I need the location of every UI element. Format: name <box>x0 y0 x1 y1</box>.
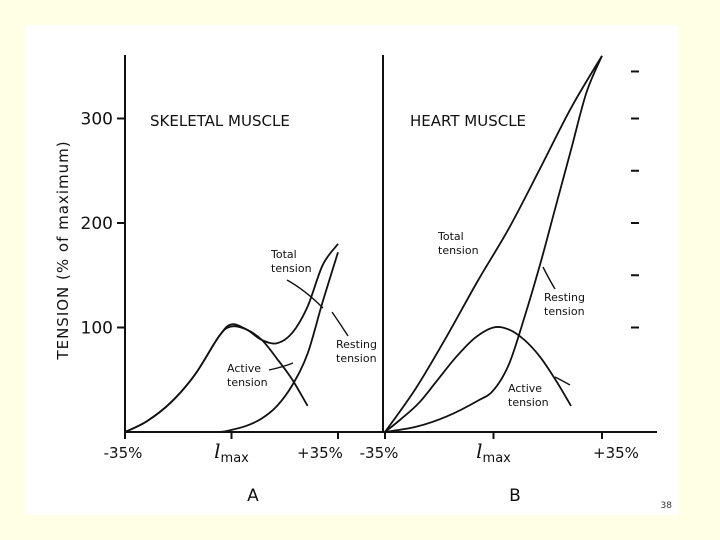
arrow-a-resting <box>331 311 349 337</box>
arrow-a-active <box>268 362 294 371</box>
panel-b-letter: B <box>509 486 521 506</box>
label-a-resting-tension: Resting tension <box>336 338 377 365</box>
figure: TENSION (% of maximum) SKELETAL MUSCLE H… <box>25 25 678 515</box>
arrow-b-active <box>554 376 571 386</box>
x-tick-label-a-2: +35% <box>297 444 343 462</box>
label-a-total-tension: Total tension <box>270 248 312 275</box>
y-tick-label-100: 100 <box>81 319 113 339</box>
label-b-resting-tension: Resting tension <box>544 291 585 318</box>
panel-b-title: HEART MUSCLE <box>410 112 526 130</box>
y-axis-title: TENSION (% of maximum) <box>54 140 72 360</box>
page-number: 38 <box>660 501 672 511</box>
label-a-active-tension: Active tension <box>227 362 268 389</box>
series-b-total-tension <box>384 55 603 433</box>
series-b-resting-tension <box>384 55 603 433</box>
x-tick-label-b-2: +35% <box>593 444 639 462</box>
y-tick-label-300: 300 <box>81 110 113 130</box>
series-a-resting-tension <box>124 252 339 434</box>
length-tension-chart: TENSION (% of maximum) SKELETAL MUSCLE H… <box>54 55 657 506</box>
panel-a-title: SKELETAL MUSCLE <box>150 112 290 130</box>
y-tick-label-200: 200 <box>81 214 113 234</box>
label-b-total-tension: Total tension <box>437 230 479 257</box>
panel-a-letter: A <box>247 486 259 506</box>
arrow-a-total <box>286 279 324 309</box>
x-tick-label-a-0: -35% <box>104 444 143 462</box>
series-a-active-tension <box>124 325 309 433</box>
arrow-b-resting <box>542 266 556 290</box>
x-tick-label-b-1: lmax <box>476 439 511 466</box>
series-b-active-tension <box>384 326 572 433</box>
x-tick-label-a-1: lmax <box>214 439 249 466</box>
label-b-active-tension: Active tension <box>508 382 549 409</box>
x-tick-label-b-0: -35% <box>360 444 399 462</box>
